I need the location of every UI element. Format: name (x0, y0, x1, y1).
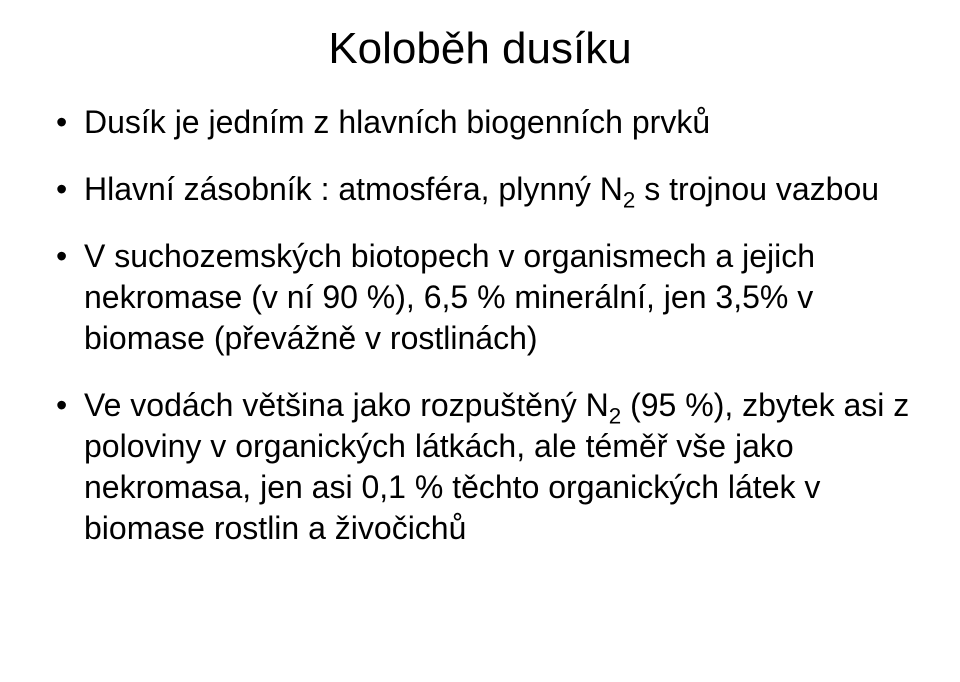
list-item: Dusík je jedním z hlavních biogenních pr… (50, 102, 910, 143)
bullet-text-pre: Ve vodách většina jako rozpuštěný N (84, 387, 609, 423)
list-item: Hlavní zásobník : atmosféra, plynný N2 s… (50, 169, 910, 210)
bullet-text-sub: 2 (609, 403, 621, 428)
slide: Koloběh dusíku Dusík je jedním z hlavníc… (0, 0, 960, 682)
list-item: V suchozemských biotopech v organismech … (50, 236, 910, 359)
bullet-list: Dusík je jedním z hlavních biogenních pr… (50, 102, 910, 549)
bullet-text-post: s trojnou vazbou (635, 171, 879, 207)
bullet-text-pre: Dusík je jedním z hlavních biogenních pr… (84, 104, 710, 140)
bullet-text-pre: V suchozemských biotopech v organismech … (84, 238, 815, 356)
bullet-text-pre: Hlavní zásobník : atmosféra, plynný N (84, 171, 623, 207)
list-item: Ve vodách většina jako rozpuštěný N2 (95… (50, 385, 910, 549)
bullet-text-sub: 2 (623, 187, 635, 212)
slide-title: Koloběh dusíku (50, 24, 910, 74)
